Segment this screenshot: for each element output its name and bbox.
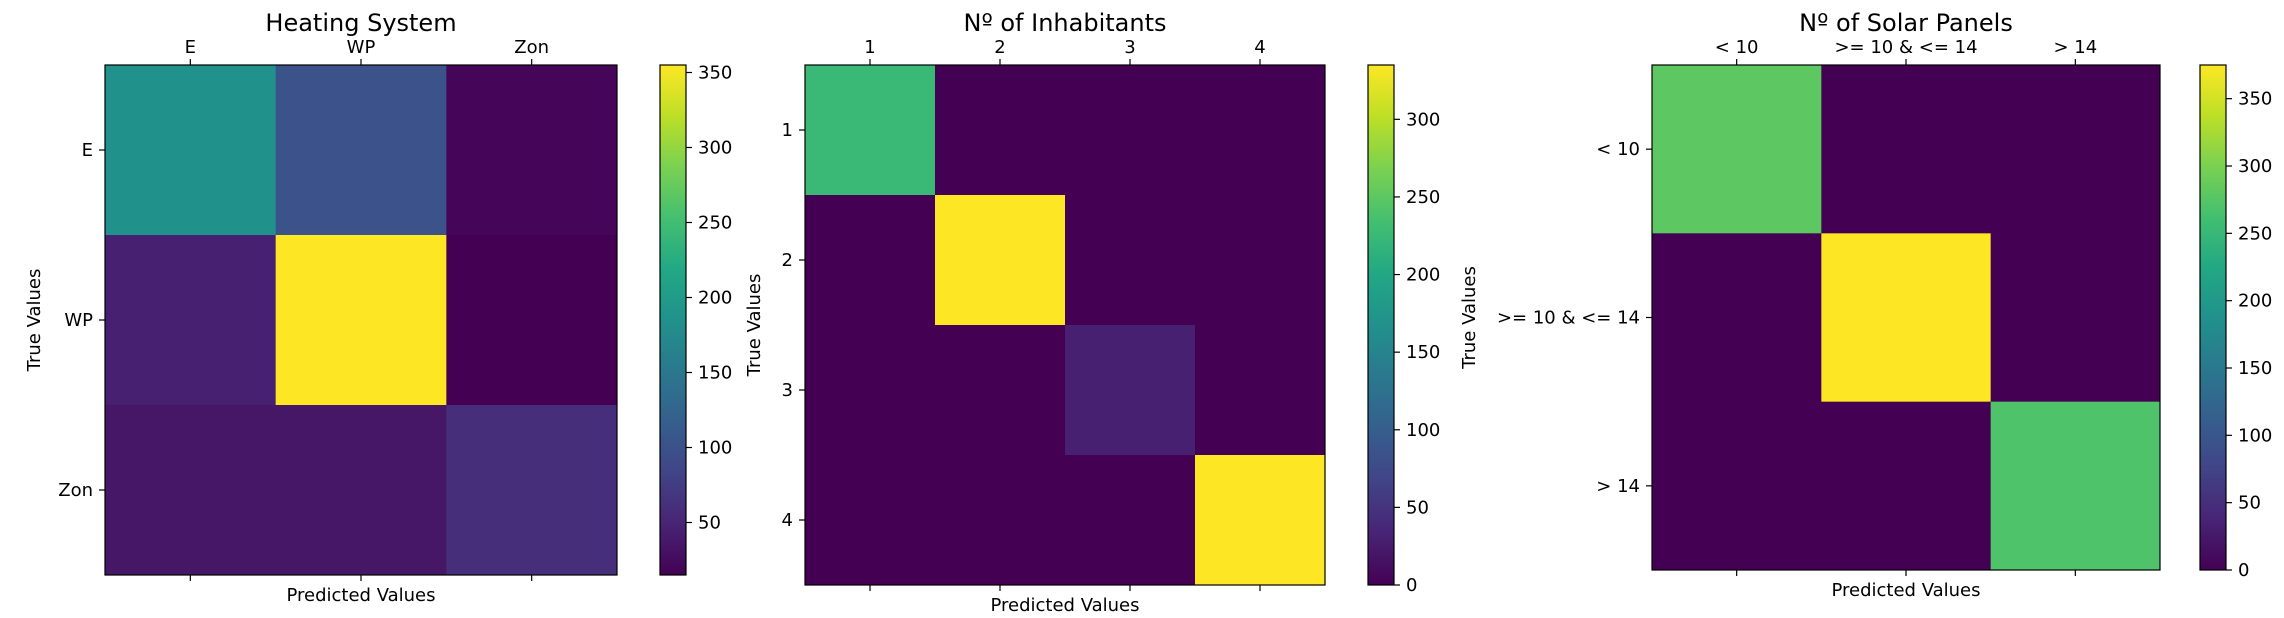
colorbar-tick-label: 100 bbox=[2238, 425, 2272, 446]
heatmap-panel-3: Nº of Solar Panels < 10 >= 10 & <= 14 > 14 <… bbox=[1459, 9, 2272, 601]
heatmap-cell-r2-c1 bbox=[1652, 233, 1822, 403]
colorbar-tick-label: 150 bbox=[698, 363, 732, 384]
heatmap-cell-r4-c4 bbox=[1195, 455, 1326, 586]
colorbar bbox=[1368, 65, 1394, 585]
heatmap-cell-r3-c1 bbox=[1652, 401, 1822, 571]
heatmap-cell-r1-c2 bbox=[1821, 65, 1992, 234]
y-tick-label: 1 bbox=[782, 120, 793, 141]
heatmap-cell-r2-c2 bbox=[935, 195, 1066, 326]
colorbar-tick-label: 0 bbox=[2238, 560, 2249, 581]
x-axis-label: Predicted Values bbox=[286, 585, 435, 606]
heatmap-cell-r3-c4 bbox=[1195, 325, 1326, 456]
heatmap-cell-r1-c4 bbox=[1195, 65, 1326, 196]
heatmap-cell-r3-c2 bbox=[275, 405, 447, 576]
colorbar-frame bbox=[659, 64, 687, 576]
colorbar-frame bbox=[1367, 64, 1395, 586]
x-tick-label: 2 bbox=[994, 37, 1005, 58]
colorbar-tick-label: 50 bbox=[2238, 493, 2261, 514]
heatmap-cell-r4-c1 bbox=[805, 455, 936, 586]
y-axis-label: True Values bbox=[744, 274, 765, 378]
heatmap-cell-r2-c1 bbox=[105, 235, 277, 406]
heatmap-cell-r4-c2 bbox=[935, 455, 1066, 586]
x-tick-label: 3 bbox=[1124, 37, 1135, 58]
y-tick-label: >= 10 & <= 14 bbox=[1497, 308, 1640, 329]
heatmap-cell-r1-c1 bbox=[1652, 65, 1822, 234]
x-tick-label: > 14 bbox=[2053, 37, 2097, 58]
x-tick-label: < 10 bbox=[1715, 37, 1759, 58]
heatmap-cell-r3-c2 bbox=[1821, 401, 1992, 571]
heatmap-cell-r1-c3 bbox=[446, 65, 618, 236]
heatmap-panel-2: Nº of Inhabitants 1 2 3 4 1 2 3 4 Predicted Value… bbox=[744, 9, 1440, 616]
colorbar-tick-label: 250 bbox=[2238, 223, 2272, 244]
colorbar-tick-label: 100 bbox=[698, 438, 732, 459]
chart-title: Heating System bbox=[265, 9, 456, 37]
y-tick-label: Zon bbox=[58, 480, 93, 501]
heatmap-cell-r2-c2 bbox=[275, 235, 447, 406]
heatmap-cell-r3-c3 bbox=[1990, 401, 2161, 571]
heatmap-cell-r2-c3 bbox=[1990, 233, 2161, 403]
colorbar-tick-label: 50 bbox=[1406, 497, 1429, 518]
heatmap-cell-r3-c2 bbox=[935, 325, 1066, 456]
colorbar bbox=[2200, 65, 2226, 570]
colorbar-tick-label: 100 bbox=[1406, 420, 1440, 441]
x-tick-label: 1 bbox=[864, 37, 875, 58]
heatmap-cell-r4-c3 bbox=[1065, 455, 1196, 586]
colorbar-tick-label: 200 bbox=[698, 288, 732, 309]
y-tick-label: > 14 bbox=[1596, 476, 1640, 497]
x-axis-label: Predicted Values bbox=[990, 595, 1139, 616]
heatmap-cell-r3-c1 bbox=[805, 325, 936, 456]
x-tick-label: E bbox=[185, 37, 196, 58]
x-tick-label: Zon bbox=[514, 37, 549, 58]
heatmap-cell-r2-c4 bbox=[1195, 195, 1326, 326]
heatmap-cell-r1-c3 bbox=[1990, 65, 2161, 234]
chart-title: Nº of Solar Panels bbox=[1799, 9, 2013, 37]
colorbar-tick-label: 200 bbox=[1406, 265, 1440, 286]
heatmap-cell-r1-c2 bbox=[275, 65, 447, 236]
heatmap-panel-1: Heating System E WP Zon E WP Zon Predicted Valu… bbox=[24, 9, 732, 606]
heatmap-cell-r1-c1 bbox=[805, 65, 936, 196]
x-tick-label: >= 10 & <= 14 bbox=[1834, 37, 1977, 58]
colorbar-tick-label: 350 bbox=[698, 63, 732, 84]
colorbar-tick-label: 250 bbox=[698, 213, 732, 234]
colorbar bbox=[660, 65, 686, 575]
colorbar-tick-label: 250 bbox=[1406, 187, 1440, 208]
x-tick-label: WP bbox=[347, 37, 376, 58]
y-tick-label: < 10 bbox=[1596, 139, 1640, 160]
y-tick-label: 2 bbox=[782, 250, 793, 271]
colorbar-tick-label: 0 bbox=[1406, 575, 1417, 596]
y-tick-label: E bbox=[82, 140, 93, 161]
heatmap-cell-r3-c3 bbox=[1065, 325, 1196, 456]
colorbar-tick-label: 300 bbox=[2238, 156, 2272, 177]
heatmap-cell-r1-c2 bbox=[935, 65, 1066, 196]
heatmap-cell-r2-c3 bbox=[446, 235, 618, 406]
colorbar-tick-label: 150 bbox=[1406, 342, 1440, 363]
colorbar-tick-label: 300 bbox=[698, 138, 732, 159]
heatmap-cell-r1-c1 bbox=[105, 65, 277, 236]
colorbar-tick-label: 300 bbox=[1406, 109, 1440, 130]
x-tick-label: 4 bbox=[1254, 37, 1265, 58]
y-axis-label: True Values bbox=[1459, 266, 1480, 370]
heatmap-cell-r1-c3 bbox=[1065, 65, 1196, 196]
x-axis-label: Predicted Values bbox=[1831, 580, 1980, 601]
heatmap-cell-r2-c1 bbox=[805, 195, 936, 326]
heatmap-cell-r2-c2 bbox=[1821, 233, 1992, 403]
heatmap-cell-r3-c3 bbox=[446, 405, 618, 576]
heatmap-cell-r2-c3 bbox=[1065, 195, 1196, 326]
y-tick-label: WP bbox=[64, 310, 93, 331]
colorbar-tick-label: 150 bbox=[2238, 358, 2272, 379]
y-tick-label: 3 bbox=[782, 380, 793, 401]
chart-title: Nº of Inhabitants bbox=[963, 9, 1166, 37]
colorbar-tick-label: 350 bbox=[2238, 89, 2272, 110]
plot-frame bbox=[804, 64, 1326, 586]
colorbar-tick-label: 50 bbox=[698, 513, 721, 534]
y-tick-label: 4 bbox=[782, 510, 793, 531]
y-axis-label: True Values bbox=[24, 269, 45, 373]
heatmap-cell-r3-c1 bbox=[105, 405, 277, 576]
colorbar-tick-label: 200 bbox=[2238, 291, 2272, 312]
colorbar-frame bbox=[2199, 64, 2227, 571]
